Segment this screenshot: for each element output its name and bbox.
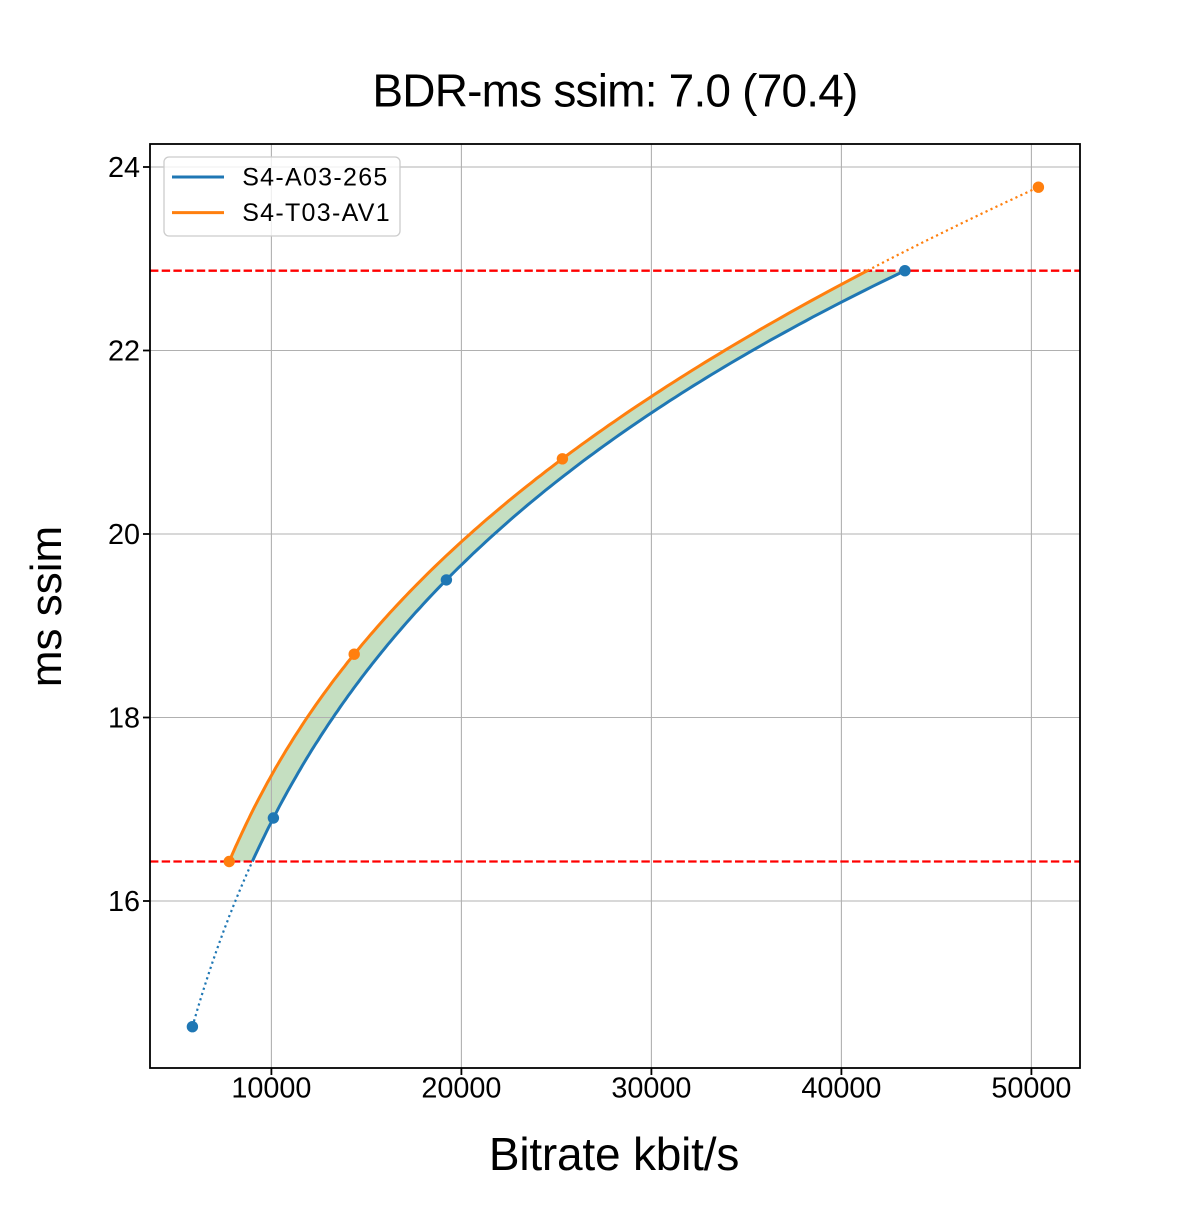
- svg-text:50000: 50000: [991, 1073, 1071, 1105]
- svg-text:40000: 40000: [801, 1073, 881, 1105]
- svg-text:16: 16: [108, 886, 140, 918]
- svg-text:BDR-ms ssim: 7.0 (70.4): BDR-ms ssim: 7.0 (70.4): [372, 64, 857, 116]
- svg-text:S4-T03-AV1: S4-T03-AV1: [242, 199, 391, 227]
- svg-text:30000: 30000: [611, 1073, 691, 1105]
- svg-text:20: 20: [108, 519, 140, 551]
- svg-text:18: 18: [108, 703, 140, 735]
- svg-text:S4-A03-265: S4-A03-265: [242, 164, 388, 192]
- svg-text:20000: 20000: [421, 1073, 501, 1105]
- svg-text:10000: 10000: [231, 1073, 311, 1105]
- svg-text:24: 24: [108, 152, 140, 184]
- svg-text:Bitrate kbit/s: Bitrate kbit/s: [489, 1128, 739, 1180]
- svg-text:ms ssim: ms ssim: [22, 526, 71, 687]
- svg-text:22: 22: [108, 336, 140, 368]
